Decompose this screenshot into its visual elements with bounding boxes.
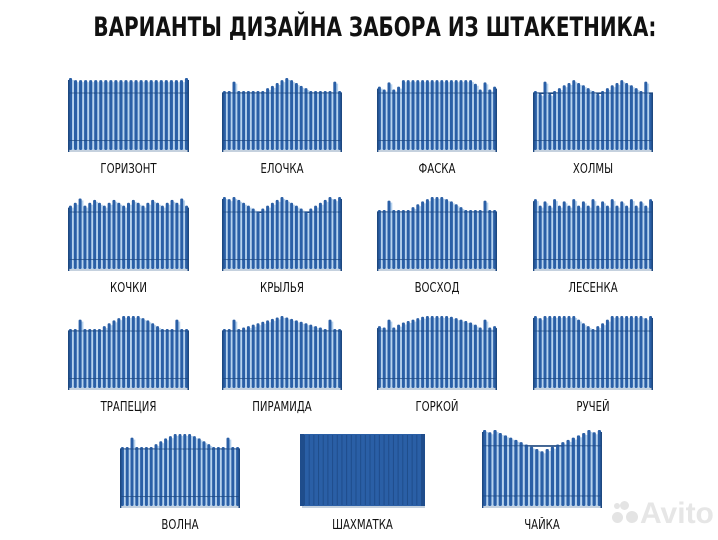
page-title: ВАРИАНТЫ ДИЗАЙНА ЗАБОРА ИЗ ШТАКЕТНИКА: [93, 12, 657, 43]
fence-variant-7: ВОСХОД [377, 197, 497, 296]
fence-variant-11: ГОРКОЙ [377, 316, 497, 415]
fence-variant-6: КРЫЛЬЯ [222, 197, 342, 296]
fence-variant-9: ТРАПЕЦИЯ [68, 316, 189, 415]
fence-illustration-icon [68, 316, 189, 390]
fence-variant-label: РУЧЕЙ [576, 400, 610, 415]
fence-variant-4: ХОЛМЫ [533, 78, 653, 177]
fence-illustration-icon [377, 80, 497, 152]
fence-variant-15: ЧАЙКА [482, 430, 602, 533]
fence-variant-label: ВОЛНА [161, 518, 199, 533]
fence-variant-3: ФАСКА [377, 78, 497, 177]
fence-variant-label: ФАСКА [418, 162, 456, 177]
avito-logo-icon [612, 501, 638, 525]
fence-illustration-icon [300, 434, 425, 508]
fence-variant-label: ГОРКОЙ [415, 400, 459, 415]
fence-variant-label: КРЫЛЬЯ [260, 281, 304, 296]
fence-variant-5: КОЧКИ [68, 197, 189, 296]
fence-variant-label: ХОЛМЫ [572, 162, 614, 177]
fence-illustration-icon [222, 316, 342, 390]
fence-variant-label: ВОСХОД [414, 281, 460, 296]
avito-watermark-text: Avito [640, 497, 714, 530]
fence-variant-12: РУЧЕЙ [533, 316, 653, 415]
fence-illustration-icon [377, 316, 497, 390]
fence-variant-14: ШАХМАТКА [300, 434, 425, 533]
fence-variant-label: ПИРАМИДА [252, 400, 312, 415]
fence-illustration-icon [482, 430, 602, 508]
fence-variant-label: ЛЕСЕНКА [568, 281, 618, 296]
fence-illustration-icon [377, 197, 497, 271]
fence-variant-label: ГОРИЗОНТ [100, 162, 157, 177]
fence-illustration-icon [68, 198, 189, 271]
fence-variant-8: ЛЕСЕНКА [533, 197, 653, 296]
fence-illustration-icon [120, 434, 240, 508]
fence-variant-13: ВОЛНА [120, 434, 240, 533]
fence-variant-1: ГОРИЗОНТ [68, 78, 189, 177]
fence-variant-label: КОЧКИ [110, 281, 147, 296]
fence-variant-label: ТРАПЕЦИЯ [100, 400, 157, 415]
fence-variant-label: ЧАЙКА [524, 518, 560, 533]
fence-illustration-icon [533, 80, 653, 152]
fence-variant-label: ЕЛОЧКА [260, 162, 304, 177]
fence-variant-2: ЕЛОЧКА [222, 78, 342, 177]
fence-illustration-icon [533, 316, 653, 390]
avito-watermark: Avito [612, 497, 718, 531]
fence-illustration-icon [222, 197, 342, 271]
fence-variant-label: ШАХМАТКА [332, 518, 393, 533]
fence-illustration-icon [222, 78, 342, 152]
fence-variant-10: ПИРАМИДА [222, 316, 342, 415]
fence-illustration-icon [533, 199, 653, 271]
fence-illustration-icon [68, 78, 189, 152]
